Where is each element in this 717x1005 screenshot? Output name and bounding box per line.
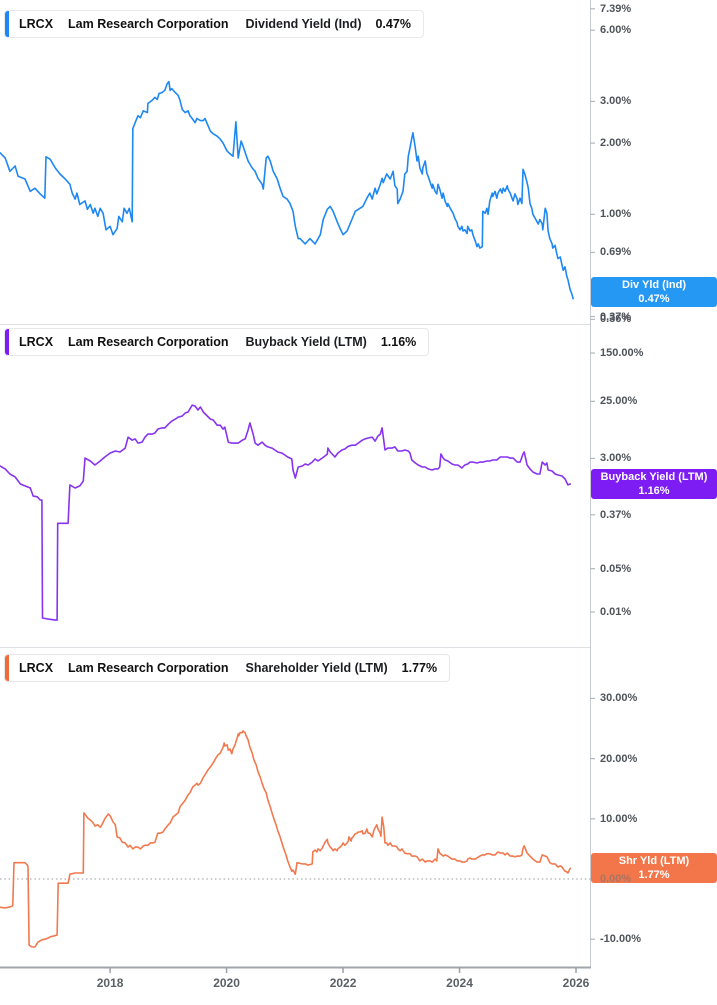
y-tick-label: 25.00%: [600, 395, 638, 408]
x-tick-label: 2018: [96, 976, 124, 990]
y-tick-label: 1.00%: [600, 208, 632, 221]
badge-value-label: 0.47%: [638, 292, 670, 305]
legend-metric: Shareholder Yield (LTM): [245, 661, 388, 675]
legend-value: 0.47%: [375, 17, 411, 31]
legend-accent-bar: [5, 11, 9, 37]
axis-badge-buyback-yield-ltm-: Buyback Yield (LTM) 1.16%: [591, 469, 717, 499]
y-tick-label: 10.00%: [600, 812, 638, 825]
x-tick-label: 2026: [562, 976, 590, 990]
legend-company: Lam Research Corporation: [68, 335, 229, 349]
legend-company: Lam Research Corporation: [68, 17, 229, 31]
y-tick-label: 0.69%: [600, 246, 632, 259]
y-tick-label: 0.05%: [600, 562, 632, 575]
legend-ticker: LRCX: [19, 17, 54, 31]
legend-value: 1.77%: [401, 661, 438, 675]
y-tick-label: 6.00%: [600, 24, 632, 37]
y-tick-label: 0.01%: [600, 606, 632, 619]
x-tick-label: 2024: [446, 976, 473, 990]
badge-metric-label: Buyback Yield (LTM): [600, 471, 708, 483]
legend-shareholder-yield[interactable]: LRCX Lam Research Corporation Shareholde…: [4, 654, 451, 682]
y-tick-label: 7.39%: [600, 2, 632, 15]
y-tick-label: 0.37%: [600, 508, 632, 521]
legend-accent-bar: [5, 655, 9, 681]
y-tick-label: 2.00%: [600, 137, 632, 150]
axis-badge-shareholder-yield-ltm-: Shr Yld (LTM) 1.77%: [591, 853, 717, 884]
y-tick-label: 0.36%: [600, 313, 632, 326]
dividend-yield-ind--line: [0, 80, 574, 300]
x-tick-label: 2020: [213, 976, 240, 990]
legend-metric: Buyback Yield (LTM): [245, 335, 367, 349]
y-tick-label: 20.00%: [600, 752, 638, 765]
legend-ticker: LRCX: [19, 661, 54, 675]
badge-metric-label: Div Yld (Ind): [622, 278, 686, 291]
shareholder-yield-ltm--line: [0, 730, 572, 948]
y-tick-label: 0.00%: [600, 872, 632, 885]
legend-dividend-yield[interactable]: LRCX Lam Research Corporation Dividend Y…: [4, 10, 424, 38]
legend-ticker: LRCX: [19, 335, 54, 349]
axis-badge-dividend-yield-ind-: Div Yld (Ind) 0.47%: [591, 276, 717, 307]
badge-value-label: 1.77%: [638, 869, 670, 882]
buyback-yield-ltm--line: [0, 404, 572, 621]
legend-metric: Dividend Yield (Ind): [245, 17, 362, 31]
badge-metric-label: Shr Yld (LTM): [618, 855, 690, 868]
y-tick-label: 150.00%: [600, 347, 644, 360]
y-tick-label: 0.37%: [600, 310, 632, 323]
y-tick-label: 3.00%: [600, 452, 632, 465]
x-tick-label: 2022: [329, 976, 357, 990]
legend-buyback-yield[interactable]: LRCX Lam Research Corporation Buyback Yi…: [4, 328, 430, 356]
badge-value-label: 1.16%: [638, 485, 670, 497]
y-tick-label: 3.00%: [600, 95, 632, 108]
y-tick-label: -10.00%: [600, 933, 641, 946]
legend-accent-bar: [5, 329, 9, 355]
y-tick-label: 30.00%: [600, 692, 638, 705]
legend-company: Lam Research Corporation: [68, 661, 229, 675]
legend-value: 1.16%: [380, 335, 417, 349]
